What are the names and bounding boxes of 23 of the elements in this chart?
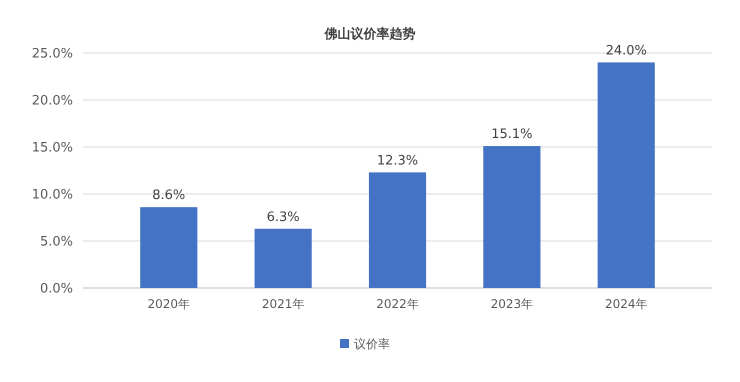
legend-label: 议价率 [354, 337, 390, 352]
y-tick-label: 10.0% [32, 188, 73, 203]
x-tick-label: 2020年 [148, 297, 190, 311]
text: 15.1% [491, 127, 533, 142]
x-tick-label: 2023年 [490, 297, 534, 311]
bar [483, 146, 540, 288]
x-tick-label: 2022年 [376, 297, 419, 311]
bar [368, 172, 426, 288]
chart-title: 佛山议价率趋势 [324, 26, 416, 42]
text: 8.6% [152, 188, 186, 204]
y-tick-label: 20.0% [32, 94, 73, 109]
x-tick-label: 2021年 [262, 297, 304, 311]
bar [254, 228, 312, 288]
y-tick-label: 5.0% [40, 234, 73, 250]
y-tick-label: 0.0% [40, 282, 73, 297]
y-tick-label: 25.0% [32, 46, 73, 62]
text: 6.3% [266, 210, 300, 225]
bar [140, 207, 198, 288]
text: 24.0% [606, 43, 647, 58]
x-tick-label: 2024年 [604, 297, 648, 311]
y-tick-label: 15.0% [32, 140, 73, 156]
text: 12.3% [376, 153, 418, 168]
bar [598, 62, 655, 288]
